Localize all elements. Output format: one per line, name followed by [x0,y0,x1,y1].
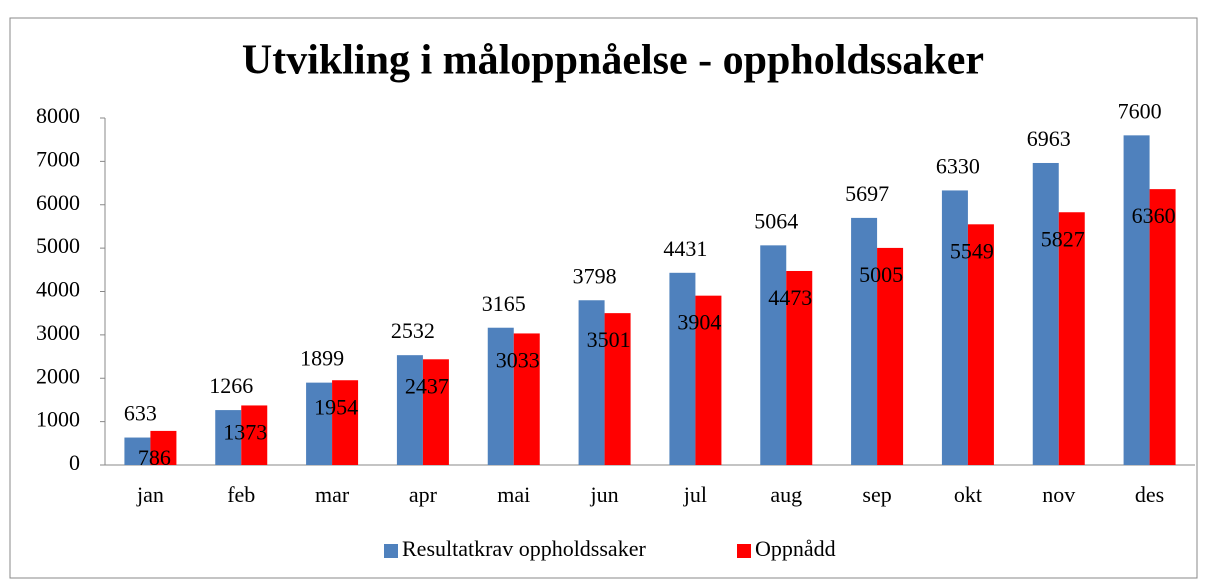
y-tick-label: 1000 [36,407,80,432]
bar [578,300,605,465]
data-label: 3798 [573,263,617,288]
x-tick-label: mar [315,482,350,507]
bar [941,190,968,465]
data-label: 5549 [950,238,994,263]
bar [487,327,514,465]
x-tick-label: des [1135,482,1164,507]
bar [786,270,813,465]
bar [306,382,333,465]
bar [967,224,994,465]
x-tick-label: jun [590,482,619,507]
bar [422,359,449,465]
bar [604,313,631,465]
y-tick-label: 0 [69,450,80,475]
y-tick-label: 3000 [36,320,80,345]
x-tick-label: aug [770,482,802,507]
x-tick-label: nov [1042,482,1075,507]
data-label: 1266 [209,373,253,398]
data-label: 4431 [663,236,707,261]
y-tick-label: 6000 [36,190,80,215]
bar [241,405,268,465]
data-label: 3501 [587,327,631,352]
bar [695,295,722,465]
bar [215,410,242,465]
chart-title: Utvikling i måloppnåelse - oppholdssaker [242,38,984,84]
data-label: 5005 [859,262,903,287]
bar [1032,162,1059,466]
bar [1058,212,1085,465]
data-label: 4473 [768,285,812,310]
x-tick-label: jul [683,482,707,507]
x-tick-label: mai [497,482,530,507]
data-label: 7600 [1118,98,1162,123]
data-label: 6330 [936,153,980,178]
bar [124,437,151,465]
data-label: 3904 [677,310,721,335]
data-label: 1899 [300,346,344,371]
data-label: 2532 [391,318,435,343]
x-tick-label: okt [954,482,982,507]
chart-frame [9,17,1198,579]
data-label: 5697 [845,181,889,206]
y-tick-label: 7000 [36,146,80,171]
bar [1149,189,1176,465]
bar [877,247,904,465]
data-label: 3033 [496,347,540,372]
data-label: 5827 [1041,226,1085,251]
x-tick-label: feb [227,482,255,507]
bar [760,245,787,465]
bar [332,380,359,465]
bar [396,355,423,465]
y-tick-label: 2000 [36,363,80,388]
legend-label: Oppnådd [755,536,836,561]
bar [150,430,177,465]
data-label: 5064 [754,208,798,233]
y-tick-label: 8000 [36,103,80,128]
data-label: 3165 [482,291,526,316]
x-tick-label: sep [862,482,891,507]
data-label: 6963 [1027,126,1071,151]
data-label: 1373 [223,419,267,444]
bar [1123,135,1150,465]
x-tick-label: jan [136,482,164,507]
bar [513,333,540,465]
legend-label: Resultatkrav oppholdssaker [402,536,646,561]
data-label: 1954 [314,394,358,419]
y-tick-label: 5000 [36,233,80,258]
data-label: 6360 [1132,203,1176,228]
data-label: 2437 [405,373,449,398]
bar [669,272,696,465]
legend-swatch [384,544,398,558]
y-tick-label: 4000 [36,277,80,302]
data-label: 786 [138,445,171,470]
x-tick-label: apr [409,482,438,507]
data-label: 633 [124,401,157,426]
bar [851,217,878,465]
legend-swatch [737,544,751,558]
